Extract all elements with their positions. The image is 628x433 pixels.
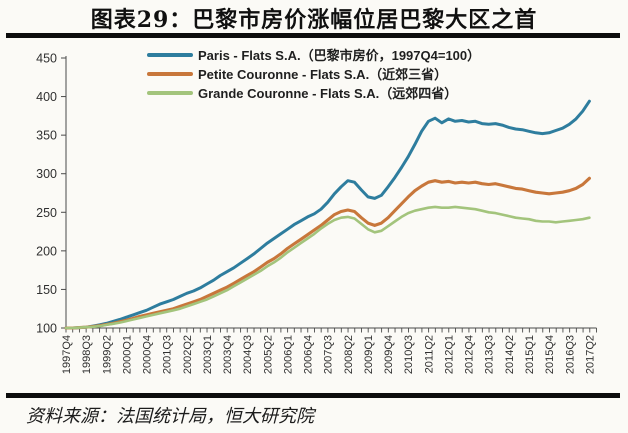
footer-divider xyxy=(6,393,620,398)
x-tick-label: 2012Q4 xyxy=(464,335,476,374)
axes xyxy=(65,56,597,329)
x-tick-label: 2009Q1 xyxy=(363,335,375,374)
x-tick-label: 1997Q4 xyxy=(61,335,73,374)
legend-item-paris: Paris - Flats S.A.（巴黎市房价，1997Q4=100） xyxy=(147,47,481,63)
y-tick-label: 100 xyxy=(36,322,57,336)
legend-swatch-petite-couronne xyxy=(147,71,193,76)
x-tick-label: 2010Q3 xyxy=(403,335,415,374)
x-tick-label: 1999Q2 xyxy=(101,335,113,374)
x-tick-label: 2009Q4 xyxy=(383,335,395,374)
price-index-chart: 100 150 200 250 300 350 400 450 1997Q4 1998Q3 1999… xyxy=(36,52,597,374)
y-tick-label: 250 xyxy=(36,206,57,220)
chart-legend: Paris - Flats S.A.（巴黎市房价，1997Q4=100） Pet… xyxy=(147,47,481,101)
x-tick-label: 2007Q3 xyxy=(323,335,335,374)
series-line-1 xyxy=(64,176,591,330)
legend-item-grande-couronne: Grande Couronne - Flats S.A.（远郊四省） xyxy=(147,85,480,101)
y-tick-label: 350 xyxy=(36,129,57,143)
x-tick-label: 2008Q2 xyxy=(343,335,355,374)
legend-swatch-grande-couronne xyxy=(147,90,193,95)
x-axis-labels: 1997Q4 1998Q3 1999Q2 2000Q1 2000Q4 2001Q3 2002… xyxy=(61,335,596,374)
x-tick-label: 1998Q3 xyxy=(81,335,93,374)
x-tick-label: 2006Q4 xyxy=(303,335,315,374)
legend-label-petite-couronne: Petite Couronne - Flats S.A.（近郊三省） xyxy=(198,67,448,82)
legend-label-paris: Paris - Flats S.A.（巴黎市房价，1997Q4=100） xyxy=(198,48,481,63)
title-divider xyxy=(6,33,620,38)
x-tick-label: 2015Q1 xyxy=(524,335,536,374)
x-tick-label: 2005Q2 xyxy=(262,335,274,374)
legend-swatch-paris xyxy=(147,52,193,57)
y-axis-ticks: 100 150 200 250 300 350 400 450 xyxy=(36,52,66,336)
x-tick-label: 2003Q1 xyxy=(202,335,214,374)
x-tick-label: 2000Q4 xyxy=(142,335,154,374)
x-tick-label: 2016Q3 xyxy=(564,335,576,374)
x-axis-ticks xyxy=(65,328,597,333)
y-tick-label: 200 xyxy=(36,244,57,258)
chart-title: 图表29：巴黎市房价涨幅位居巴黎大区之首 xyxy=(90,7,538,33)
x-tick-label: 2004Q3 xyxy=(242,335,254,374)
series-line-0 xyxy=(64,99,591,330)
x-tick-label: 2011Q2 xyxy=(423,335,435,373)
y-tick-label: 450 xyxy=(36,52,57,66)
x-tick-label: 2001Q3 xyxy=(162,335,174,374)
legend-item-petite-couronne: Petite Couronne - Flats S.A.（近郊三省） xyxy=(147,66,480,82)
source-note: 资料来源：法国统计局，恒大研究院 xyxy=(26,406,314,427)
x-tick-label: 2002Q2 xyxy=(182,335,194,374)
y-tick-label: 300 xyxy=(36,167,57,181)
x-tick-label: 2012Q1 xyxy=(444,335,456,374)
x-tick-label: 2017Q2 xyxy=(584,335,596,374)
x-tick-label: 2000Q1 xyxy=(121,335,133,374)
x-tick-label: 2003Q4 xyxy=(222,335,234,374)
legend-label-grande-couronne: Grande Couronne - Flats S.A.（远郊四省） xyxy=(198,86,458,101)
x-tick-label: 2013Q3 xyxy=(484,335,496,374)
y-tick-label: 400 xyxy=(36,90,57,104)
x-tick-label: 2014Q2 xyxy=(504,335,516,374)
series-line-2 xyxy=(64,205,591,330)
y-tick-label: 150 xyxy=(36,283,57,297)
x-tick-label: 2006Q1 xyxy=(282,335,294,374)
x-tick-label: 2015Q4 xyxy=(544,335,556,374)
